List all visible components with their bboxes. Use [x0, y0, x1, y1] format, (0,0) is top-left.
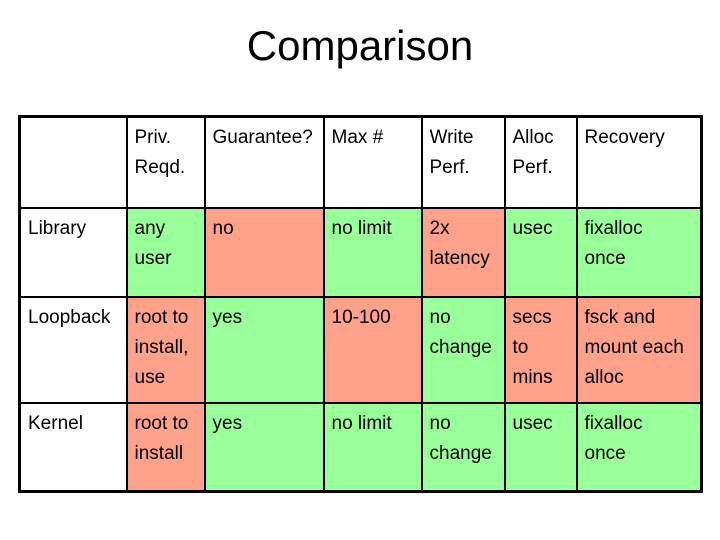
column-header-guarantee: Guarantee?: [203, 115, 325, 209]
cell-loopback-write-perf: no change: [420, 295, 506, 404]
cell-kernel-guarantee: yes: [203, 401, 325, 493]
cell-loopback-max: 10-100: [322, 295, 423, 404]
slide-title: Comparison: [246, 22, 474, 69]
table-row-library: Library any user no no limit 2x latency …: [18, 206, 703, 298]
header-row: Priv. Reqd. Guarantee? Max # Write Perf.…: [18, 115, 703, 209]
comparison-table: Priv. Reqd. Guarantee? Max # Write Perf.…: [18, 115, 703, 493]
column-header-max: Max #: [322, 115, 423, 209]
column-header-write-perf: Write Perf.: [420, 115, 506, 209]
corner-cell: [18, 115, 128, 209]
row-label-kernel: Kernel: [18, 401, 128, 493]
cell-library-alloc-perf: usec: [503, 206, 578, 298]
cell-library-max: no limit: [322, 206, 423, 298]
table-row-kernel: Kernel root to install yes no limit no c…: [18, 401, 703, 493]
cell-loopback-priv-reqd: root to install, use: [125, 295, 206, 404]
cell-kernel-recovery: fixalloc once: [575, 401, 703, 493]
cell-library-priv-reqd: any user: [125, 206, 206, 298]
cell-kernel-max: no limit: [322, 401, 423, 493]
cell-loopback-guarantee: yes: [203, 295, 325, 404]
row-label-library: Library: [18, 206, 128, 298]
cell-kernel-alloc-perf: usec: [503, 401, 578, 493]
cell-kernel-priv-reqd: root to install: [125, 401, 206, 493]
cell-library-guarantee: no: [203, 206, 325, 298]
cell-library-recovery: fixalloc once: [575, 206, 703, 298]
table-row-loopback: Loopback root to install, use yes 10-100…: [18, 295, 703, 404]
column-header-alloc-perf: Alloc Perf.: [503, 115, 578, 209]
column-header-priv-reqd: Priv. Reqd.: [125, 115, 206, 209]
cell-loopback-alloc-perf: secs to mins: [503, 295, 578, 404]
cell-library-write-perf: 2x latency: [420, 206, 506, 298]
cell-kernel-write-perf: no change: [420, 401, 506, 493]
row-label-loopback: Loopback: [18, 295, 128, 404]
column-header-recovery: Recovery: [575, 115, 703, 209]
cell-loopback-recovery: fsck and mount each alloc: [575, 295, 703, 404]
